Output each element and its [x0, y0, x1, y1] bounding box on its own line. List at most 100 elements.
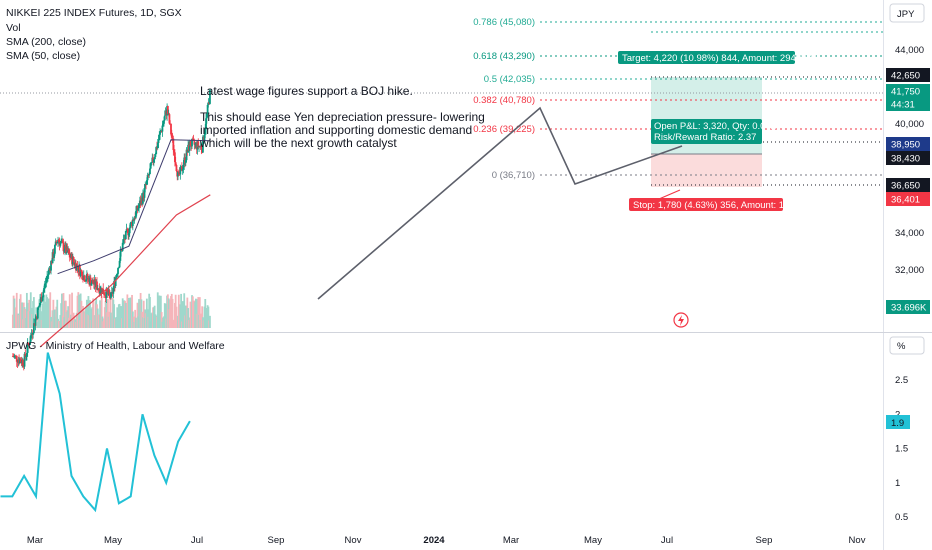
volume-bars: [11, 292, 211, 328]
candle-body: [90, 283, 93, 286]
price-badge-label: 38,430: [891, 154, 920, 165]
currency-label: JPY: [897, 9, 915, 20]
candle-body: [203, 134, 206, 141]
lower-tick-label: 2: [895, 409, 900, 420]
volume-bar: [136, 302, 139, 328]
fib-label: 0.382 (40,780): [473, 95, 535, 106]
price-badge-bg: [886, 68, 930, 82]
price-badge-label: 36,401: [891, 195, 920, 206]
indicator-sma50: SMA (50, close): [6, 50, 80, 62]
volume-bar: [142, 300, 145, 328]
volume-bar: [171, 298, 174, 328]
candle-body: [161, 125, 164, 132]
currency-button[interactable]: [889, 3, 925, 23]
candle-body: [25, 355, 27, 357]
candle-body: [110, 292, 112, 298]
candle-body: [114, 277, 117, 287]
annotation-line-1[interactable]: Latest wage figures support a BOJ hike.: [200, 84, 413, 98]
candle-body: [152, 159, 155, 163]
candle-body: [53, 253, 56, 258]
candle-body: [206, 104, 209, 114]
candle-body: [63, 250, 66, 252]
volume-bar: [62, 293, 65, 328]
candle-body: [106, 288, 109, 292]
candle-body: [39, 302, 42, 306]
candle-body: [137, 208, 140, 211]
candle-body: [174, 162, 177, 165]
stop-tag-bg[interactable]: [629, 198, 783, 211]
annotation-line-4[interactable]: which will be the next growth catalyst: [199, 136, 397, 150]
fib-label: 0.236 (39,225): [473, 124, 535, 135]
candle-body: [108, 290, 111, 295]
candle-body: [103, 293, 105, 295]
candle-body: [112, 287, 115, 294]
lower-tick-label: 0.5: [895, 512, 908, 523]
candle-body: [173, 150, 176, 153]
volume-bar: [198, 297, 201, 328]
target-tag-bg[interactable]: [618, 51, 795, 64]
volume-bar: [15, 292, 18, 328]
price-badge-bg: [886, 151, 930, 165]
fib-label: 0.5 (42,035): [484, 74, 535, 85]
trend-line-drawing[interactable]: [317, 106, 683, 300]
candle-body: [144, 184, 147, 188]
candle-body: [148, 174, 151, 176]
price-badge-bg: [886, 97, 930, 111]
volume-bar: [197, 297, 200, 328]
candle-body: [150, 162, 153, 164]
candle-body: [142, 192, 144, 204]
candle-body: [47, 269, 50, 275]
candle-body: [62, 242, 65, 252]
volume-bar: [39, 311, 42, 328]
price-badge-label: 38,950: [891, 140, 920, 151]
jpwg-last-badge-bg: [886, 415, 910, 429]
fib-label: 0 (36,710): [492, 170, 535, 181]
volume-bar: [156, 292, 159, 328]
candle-body: [163, 115, 166, 121]
stop-tag: Stop: 1,780 (4.63%) 356, Amount: 16000: [633, 200, 805, 211]
candle-body: [177, 171, 179, 177]
volume-bar: [195, 298, 197, 328]
candle-body: [125, 229, 128, 231]
symbol-title: NIKKEI 225 INDEX Futures, 1D, SGX: [6, 7, 182, 19]
candle-body: [32, 323, 35, 334]
candle-body: [47, 274, 49, 277]
volume-bar: [68, 294, 71, 328]
candle-body: [99, 291, 102, 294]
candle-body: [57, 239, 60, 242]
annotation-line-2[interactable]: This should ease Yen depreciation pressu…: [200, 110, 485, 124]
volume-bar: [184, 305, 187, 328]
candle-body: [89, 277, 92, 286]
candle-body: [23, 353, 26, 367]
candle-body: [80, 270, 83, 272]
volume-bar: [149, 297, 151, 328]
pnl-tag-bg[interactable]: [651, 119, 762, 144]
candle-body: [205, 118, 207, 130]
indicator-vol: Vol: [6, 22, 21, 34]
candle-body: [185, 149, 188, 161]
candle-body: [54, 241, 57, 246]
price-badge-label: 36,650: [891, 181, 920, 192]
candle-body: [188, 141, 191, 151]
candle-body: [157, 140, 160, 143]
candle-body: [189, 141, 192, 146]
candle-body: [209, 89, 211, 104]
volume-bar: [100, 295, 103, 328]
candle-body: [42, 291, 45, 298]
lower-axis-ticks: 2.5 2 1.5 1 0.5: [895, 375, 908, 523]
candle-body: [153, 156, 156, 160]
annotation-line-3[interactable]: imported inflation and supporting domest…: [200, 123, 472, 137]
candle-body: [155, 147, 158, 155]
volume-bar: [128, 297, 130, 328]
time-axis-label: 2024: [423, 535, 445, 546]
unit-button[interactable]: [889, 336, 925, 355]
candle-body: [84, 281, 87, 282]
candle-body: [170, 123, 172, 135]
candle-body: [45, 279, 48, 284]
jpwg-last-badge: 1.9: [891, 418, 904, 429]
volume-bar: [67, 306, 70, 328]
stop-zone[interactable]: [651, 154, 762, 187]
time-axis-label: Nov: [345, 535, 362, 546]
candle-body: [29, 341, 31, 346]
candle-body: [83, 275, 86, 282]
